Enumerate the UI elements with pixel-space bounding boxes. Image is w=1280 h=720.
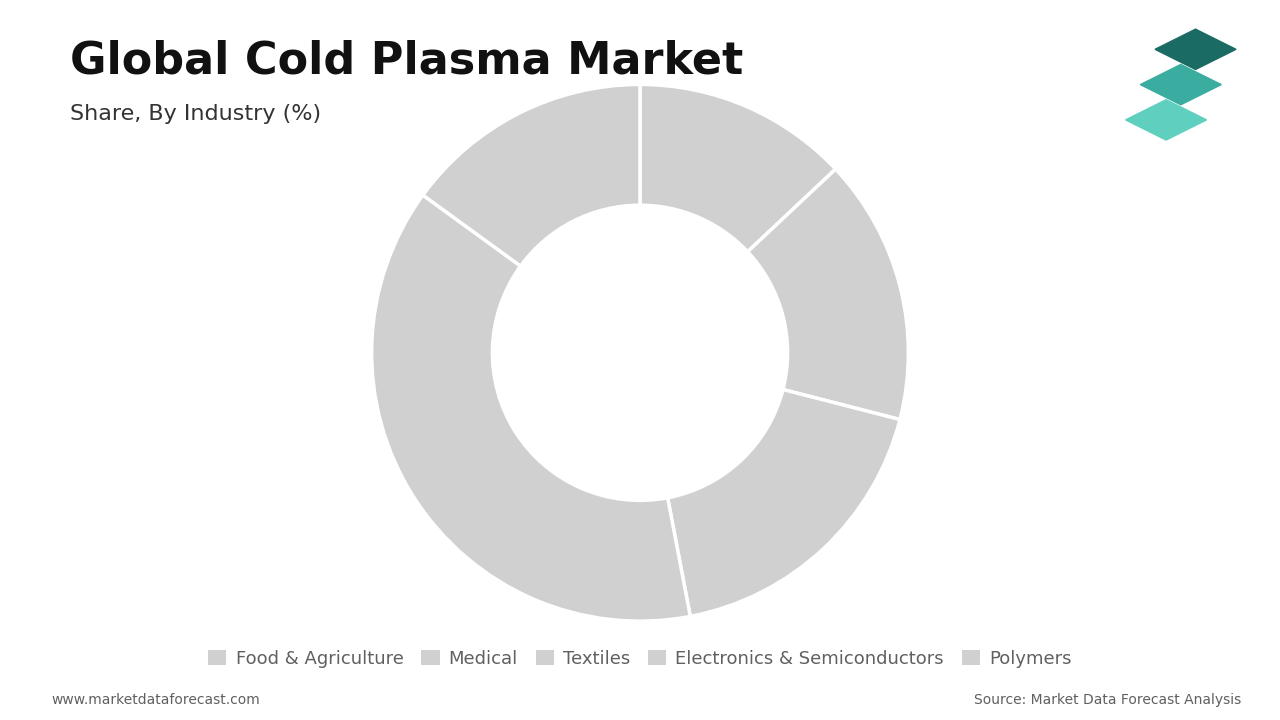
Text: www.marketdataforecast.com: www.marketdataforecast.com <box>51 693 260 707</box>
Text: Global Cold Plasma Market: Global Cold Plasma Market <box>70 40 744 83</box>
Wedge shape <box>422 84 640 266</box>
Wedge shape <box>748 169 909 420</box>
Polygon shape <box>1155 29 1236 70</box>
Polygon shape <box>1125 99 1207 140</box>
Polygon shape <box>1140 65 1221 104</box>
Wedge shape <box>668 390 900 616</box>
Text: Source: Market Data Forecast Analysis: Source: Market Data Forecast Analysis <box>974 693 1242 707</box>
Text: Share, By Industry (%): Share, By Industry (%) <box>70 104 321 125</box>
Wedge shape <box>640 84 836 252</box>
Wedge shape <box>371 195 690 621</box>
Legend: Food & Agriculture, Medical, Textiles, Electronics & Semiconductors, Polymers: Food & Agriculture, Medical, Textiles, E… <box>209 649 1071 667</box>
